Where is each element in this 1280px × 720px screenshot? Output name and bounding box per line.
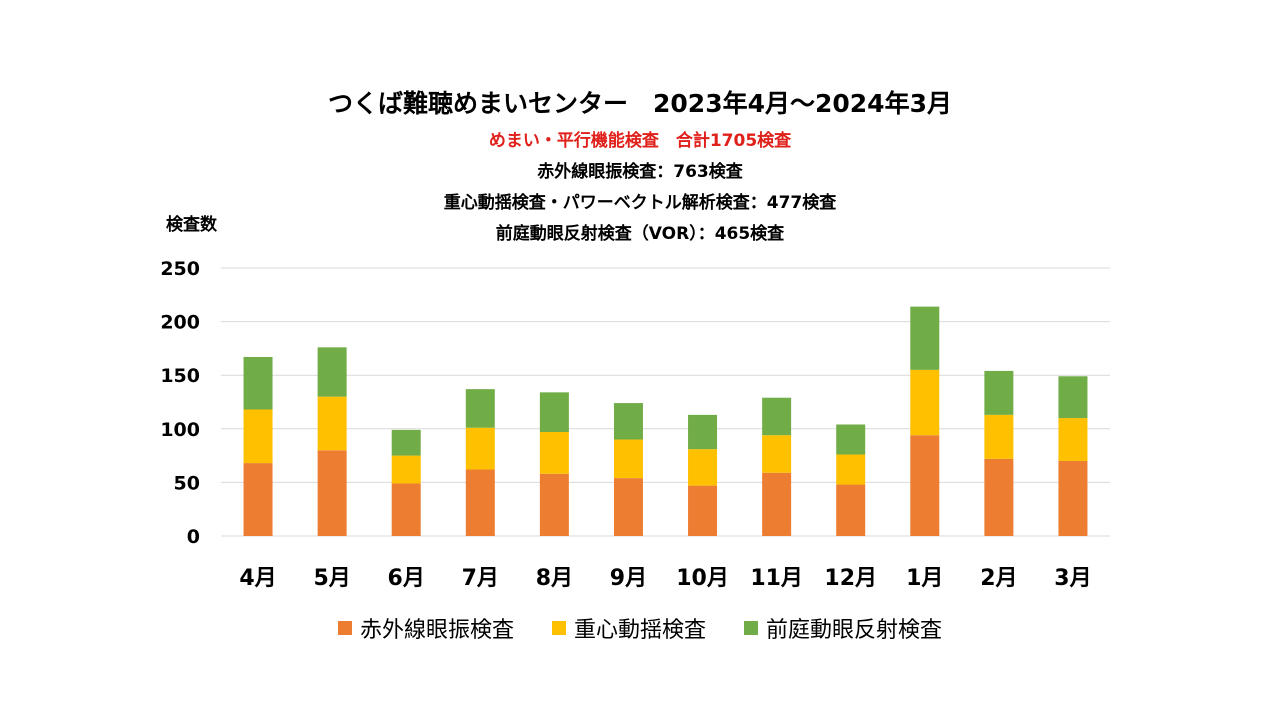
chart-title: つくば難聴めまいセンター 2023年4月～2024年3月: [328, 89, 952, 118]
bar-segment: [613, 439, 643, 479]
legend-swatch-3: [744, 621, 758, 635]
bar-segment: [465, 389, 495, 428]
bar-segment: [317, 396, 347, 451]
bar-segment: [465, 469, 495, 536]
y-tick-label: 100: [160, 419, 200, 441]
x-tick-label: 3月: [1054, 566, 1091, 591]
x-tick-label: 7月: [462, 566, 499, 591]
bar-segment: [762, 435, 792, 473]
x-tick-label: 12月: [824, 566, 877, 591]
bar-segment: [391, 483, 421, 536]
bar-segment: [613, 403, 643, 440]
bar-segment: [836, 454, 866, 485]
legend-label-2: 重心動揺検査: [573, 618, 706, 643]
bar-segment: [317, 450, 347, 536]
legend-item-1: 赤外線眼振検査: [337, 612, 514, 644]
bar-segment: [243, 409, 273, 464]
bar-segment: [465, 427, 495, 470]
x-tick-label: 9月: [610, 566, 647, 591]
bar-segment: [391, 429, 421, 456]
y-tick-label: 150: [160, 365, 200, 387]
y-tick-label: 0: [187, 526, 200, 548]
bar-segment: [688, 485, 718, 536]
bar-segment: [910, 369, 940, 436]
legend-item-3: 前庭動眼反射検査: [744, 612, 942, 644]
bar-segment: [762, 472, 792, 536]
legend-swatch-2: [551, 621, 566, 635]
x-tick-label: 11月: [750, 566, 803, 591]
bar-segment: [539, 392, 569, 433]
x-tick-label: 5月: [313, 566, 350, 591]
bar-segment: [391, 455, 421, 484]
bar-segment: [1058, 460, 1088, 536]
bar-segment: [317, 347, 347, 397]
bar-segment: [688, 414, 718, 450]
bar-segment: [1058, 376, 1088, 419]
chart-subtitle-series-1: 赤外線眼振検査：763検査: [537, 162, 743, 182]
bar-segment: [613, 478, 643, 536]
bar-segment: [539, 432, 569, 474]
bar-segment: [1058, 418, 1088, 461]
bar-segment: [243, 356, 273, 410]
x-tick-label: 10月: [676, 566, 729, 591]
legend-label-1: 赤外線眼振検査: [359, 618, 514, 643]
legend-swatch-1: [337, 621, 352, 635]
bar-segment: [984, 414, 1014, 459]
y-tick-label: 50: [174, 472, 200, 494]
bar-segment: [539, 473, 569, 536]
x-tick-label: 1月: [906, 566, 943, 591]
y-tick-label: 200: [160, 312, 200, 334]
legend-label-3: 前庭動眼反射検査: [766, 618, 943, 643]
bar-segment: [762, 397, 792, 436]
x-tick-label: 2月: [980, 566, 1017, 591]
bar-segment: [836, 484, 866, 536]
y-tick-label: 250: [160, 258, 200, 280]
bar-segment: [910, 306, 940, 370]
bar-segment: [836, 424, 866, 455]
bar-segment: [910, 435, 940, 536]
chart-subtitle-total: めまい・平行機能検査 合計1705検査: [488, 131, 792, 151]
bar-segment: [984, 370, 1014, 415]
y-axis-label: 検査数: [166, 215, 217, 235]
bar-segment: [688, 449, 718, 486]
bar-segment: [984, 458, 1014, 536]
chart-subtitle-series-3: 前庭動眼反射検査（VOR）：465検査: [495, 224, 785, 244]
x-tick-label: 4月: [239, 566, 276, 591]
x-tick-label: 6月: [388, 566, 425, 591]
legend-item-2: 重心動揺検査: [551, 612, 706, 644]
legend: 赤外線眼振検査 重心動揺検査 前庭動眼反射検査: [0, 612, 1280, 644]
x-tick-label: 8月: [536, 566, 573, 591]
bar-segment: [243, 463, 273, 536]
chart-subtitle-series-2: 重心動揺検査・パワーベクトル解析検査：477検査: [443, 193, 837, 213]
